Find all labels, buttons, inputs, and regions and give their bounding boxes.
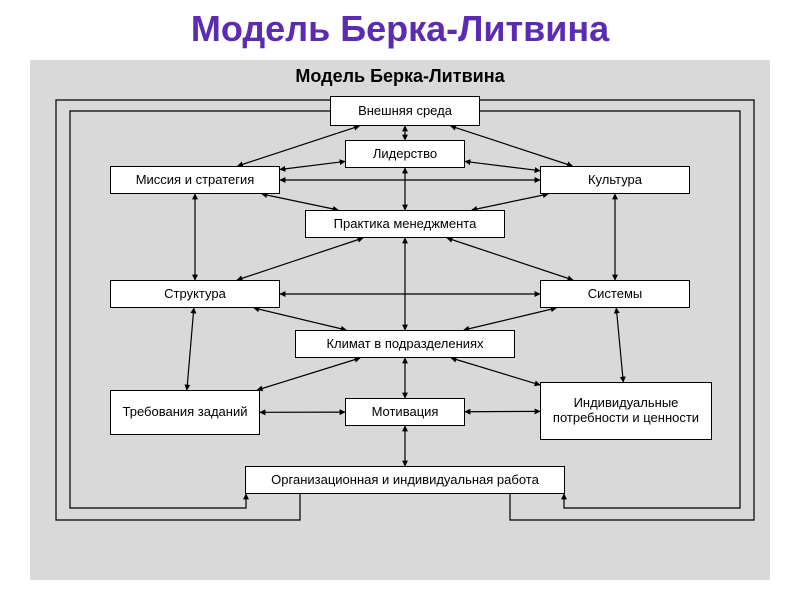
node-reqs: Требования заданий bbox=[110, 390, 260, 435]
node-systems: Системы bbox=[540, 280, 690, 308]
node-culture: Культура bbox=[540, 166, 690, 194]
edges-svg bbox=[30, 60, 770, 580]
node-perf: Организационная и индивидуальная работа bbox=[245, 466, 565, 494]
panel-title: Модель Берка-Литвина bbox=[30, 60, 770, 87]
diagram-panel: Модель Берка-Литвина Внешняя среда Лидерс… bbox=[30, 60, 770, 580]
node-structure: Структура bbox=[110, 280, 280, 308]
slide-title: Модель Берка-Литвина bbox=[0, 0, 800, 50]
node-leadership: Лидерство bbox=[345, 140, 465, 168]
node-needs: Индивидуальные потребности и ценности bbox=[540, 382, 712, 440]
node-env: Внешняя среда bbox=[330, 96, 480, 126]
node-management: Практика менеджмента bbox=[305, 210, 505, 238]
node-climate: Климат в подразделениях bbox=[295, 330, 515, 358]
node-motivation: Мотивация bbox=[345, 398, 465, 426]
node-mission: Миссия и стратегия bbox=[110, 166, 280, 194]
